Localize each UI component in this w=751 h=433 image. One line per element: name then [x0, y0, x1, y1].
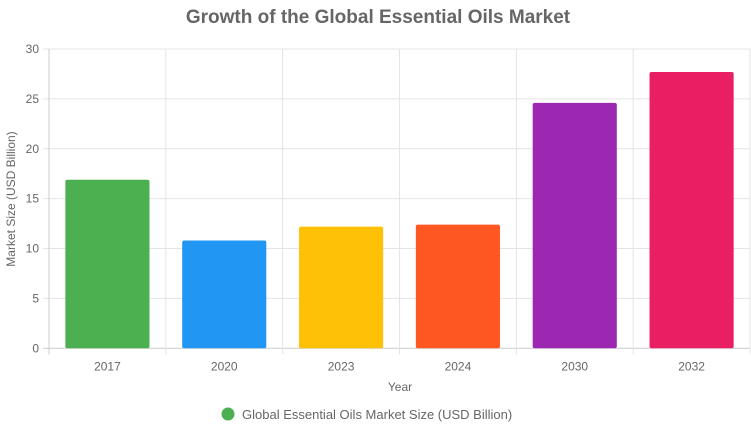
x-tick-label: 2017	[94, 359, 121, 373]
x-tick-label: 2023	[328, 359, 355, 373]
bar-2032	[649, 71, 734, 349]
legend-marker	[221, 407, 235, 421]
x-tick-label: 2030	[561, 359, 588, 373]
legend-label: Global Essential Oils Market Size (USD B…	[242, 407, 512, 422]
y-tick-label: 15	[26, 192, 40, 206]
legend[interactable]: Global Essential Oils Market Size (USD B…	[221, 407, 513, 422]
y-tick-label: 20	[26, 142, 40, 156]
y-tick-label: 10	[26, 242, 40, 256]
x-tick-label: 2020	[211, 359, 238, 373]
bar-2030	[532, 102, 617, 349]
bar-2020	[182, 240, 267, 349]
x-tick-label: 2032	[678, 359, 705, 373]
bar-2023	[299, 226, 384, 349]
y-tick-label: 0	[32, 341, 39, 355]
y-axis-label: Market Size (USD Billion)	[4, 131, 18, 266]
y-tick-label: 5	[32, 291, 39, 305]
bar-2017	[65, 179, 150, 349]
bar-2024	[415, 224, 500, 349]
x-axis-label: Year	[388, 380, 412, 394]
x-tick-label: 2024	[445, 359, 472, 373]
chart-title: Growth of the Global Essential Oils Mark…	[186, 7, 571, 28]
y-tick-label: 30	[26, 42, 40, 56]
y-tick-label: 25	[26, 92, 40, 106]
